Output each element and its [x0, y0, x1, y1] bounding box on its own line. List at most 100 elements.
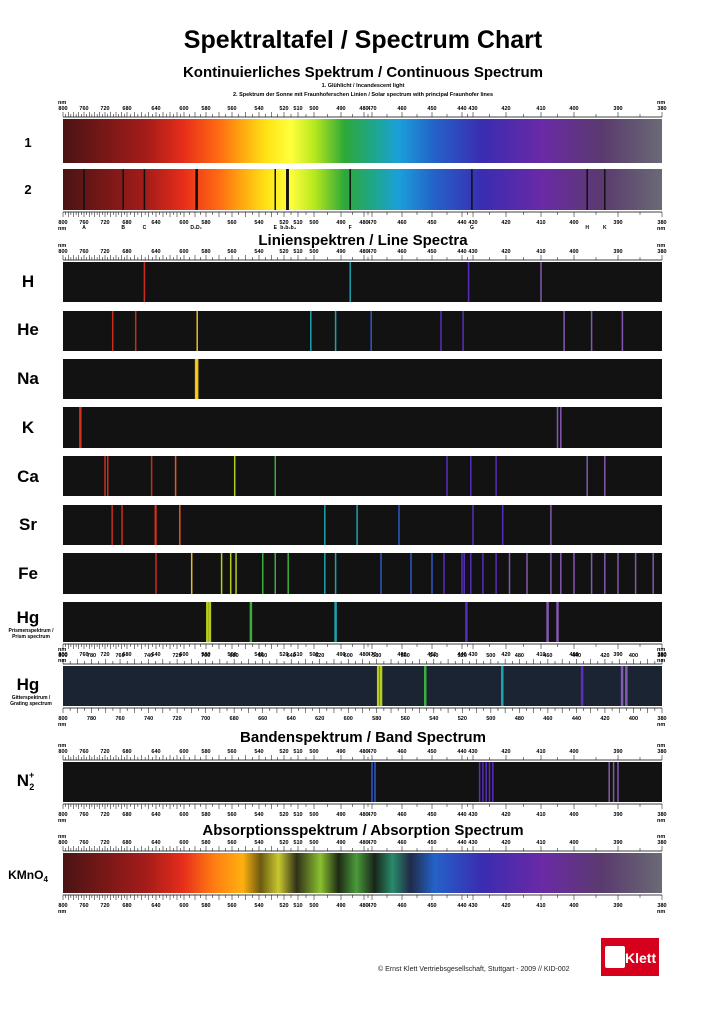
scale-bottom-grating-tick-label: 560	[401, 716, 410, 722]
scale-bottom-continuous-tick-label: 580	[201, 220, 210, 226]
scale-top-grating-tick-label: 620	[315, 653, 324, 659]
scale-top-band-tick-label: 380	[657, 749, 666, 755]
scale-top-continuous-tick-label: 400	[569, 106, 578, 112]
scale-top-continuous-tick-label: 440	[457, 106, 466, 112]
scale-bottom-continuous-tick-label: 760	[79, 220, 88, 226]
scale-bottom-absorption-tick-label: 410	[536, 903, 545, 909]
scale-top-grating-tick-label: 380	[657, 653, 666, 659]
scale-bottom-continuous-tick-label: 440	[457, 220, 466, 226]
scale-top-lines-tick-label: 420	[501, 249, 510, 255]
scale-top-continuous-tick-label: 480	[359, 106, 368, 112]
scale-bottom-continuous-tick-label: 680	[122, 220, 131, 226]
scale-bottom-lines-tick-label: 720	[100, 652, 109, 658]
scale-top-grating-tick-label: 560	[401, 653, 410, 659]
scale-top-absorption-tick-label: 440	[457, 840, 466, 846]
scale-top-band-tick-label: 560	[227, 749, 236, 755]
scale-bottom-band-tick-label: 760	[79, 812, 88, 818]
scale-top-grating-unit-left: nm	[58, 647, 66, 653]
scale-bottom-grating-tick-label: 420	[600, 716, 609, 722]
scale-top-grating-unit-right: nm	[657, 647, 665, 653]
scale-top-absorption-tick-label: 500	[309, 840, 318, 846]
scale-top-band-tick-label: 390	[613, 749, 622, 755]
scale-bottom-grating-tick-label: 700	[201, 716, 210, 722]
scale-bottom-lines-tick-label: 580	[201, 652, 210, 658]
panel-Na	[63, 359, 662, 399]
scale-bottom-lines-tick-label: 510	[293, 652, 302, 658]
fraunhofer-letter: K	[603, 225, 607, 231]
scale-top-band-tick-label: 580	[201, 749, 210, 755]
scale-top-band-tick-label: 500	[309, 749, 318, 755]
scale-top-lines-tick-label: 450	[427, 249, 436, 255]
scale-bottom-continuous-unit-left: nm	[58, 226, 66, 232]
scale-bottom-lines-tick-label: 560	[227, 652, 236, 658]
scale-top-band-tick-label: 470	[367, 749, 376, 755]
prism-note-de: Prismenspektrum /	[8, 628, 54, 634]
fraunhofer-letter: E	[274, 225, 278, 231]
scale-bottom-lines-tick-label: 520	[279, 652, 288, 658]
scale-bottom-absorption-tick-label: 720	[100, 903, 109, 909]
fraunhofer-letter: C	[143, 225, 147, 231]
scale-bottom-grating-tick-label: 380	[657, 716, 666, 722]
scale-bottom-grating-tick-label: 640	[287, 716, 296, 722]
scale-bottom-lines-tick-label: 380	[657, 652, 666, 658]
scale-bottom-lines-tick-label: 760	[79, 652, 88, 658]
scale-top-absorption-unit-right: nm	[657, 834, 665, 840]
scale-top-continuous-tick-label: 680	[122, 106, 131, 112]
label-Hg-grating: Hg	[16, 675, 40, 694]
panel-Fe	[63, 553, 662, 594]
scale-top-continuous-tick-label: 760	[79, 106, 88, 112]
scale-top-continuous-tick-label: 500	[309, 106, 318, 112]
label-Na: Na	[17, 369, 39, 388]
scale-bottom-absorption-tick-label: 560	[227, 903, 236, 909]
scale-top-grating-tick-label: 460	[543, 653, 552, 659]
scale-bottom-band-tick-label: 640	[151, 812, 160, 818]
scale-bottom-absorption-tick-label: 510	[293, 903, 302, 909]
scale-top-absorption-tick-label: 580	[201, 840, 210, 846]
scale-top-continuous-tick-label: 450	[427, 106, 436, 112]
scale-bottom-continuous-tick-label: 600	[179, 220, 188, 226]
emission-lines	[79, 262, 654, 802]
scale-bottom-absorption-unit-right: nm	[657, 909, 665, 915]
scale-top-absorption-unit-left: nm	[58, 834, 66, 840]
scale-bottom-band-tick-label: 390	[613, 812, 622, 818]
scale-bottom-lines-tick-label: 500	[309, 652, 318, 658]
scale-bottom-continuous-tick-label: 510	[293, 220, 302, 226]
scale-bottom-absorption-tick-label: 380	[657, 903, 666, 909]
scale-top-absorption-tick-label: 600	[179, 840, 188, 846]
scale-bottom-grating-tick-label: 500	[486, 716, 495, 722]
klett-logo: Klett	[601, 938, 659, 976]
scale-top-absorption-tick-label: 560	[227, 840, 236, 846]
scale-bottom-band-unit-right: nm	[657, 818, 665, 824]
scale-bottom-lines-tick-label: 400	[569, 652, 578, 658]
scale-top-absorption-tick-label: 420	[501, 840, 510, 846]
scale-bottom-grating-tick-label: 740	[144, 716, 153, 722]
scale-top-absorption-tick-label: 760	[79, 840, 88, 846]
scale-bottom-lines-tick-label: 460	[397, 652, 406, 658]
panel-H	[63, 262, 662, 302]
scale-bottom-continuous-tick-label: 470	[367, 220, 376, 226]
scale-top-absorption-tick-label: 680	[122, 840, 131, 846]
scale-top-absorption-tick-label: 490	[336, 840, 345, 846]
panel-Ca	[63, 456, 662, 496]
scale-top-grating-tick-label: 640	[287, 653, 296, 659]
label-K: K	[21, 418, 35, 437]
scale-top-absorption-tick-label: 470	[367, 840, 376, 846]
scale-bottom-continuous-unit-right: nm	[657, 226, 665, 232]
scale-bottom-absorption-tick-label: 400	[569, 903, 578, 909]
scale-bottom-grating-tick-label: 780	[87, 716, 96, 722]
scale-top-band-tick-label: 640	[151, 749, 160, 755]
scale-bottom-lines-tick-label: 410	[536, 652, 545, 658]
grating-note-de: Gitterspektrum /	[11, 695, 51, 701]
scale-top-grating-tick-label: 740	[144, 653, 153, 659]
caption-incandescent: 1. Glühlicht / Incandescent light	[321, 83, 405, 89]
section-title-band: Bandenspektrum / Band Spectrum	[240, 729, 486, 746]
scale-top-continuous-tick-label: 470	[367, 106, 376, 112]
scale-top-continuous-tick-label: 380	[657, 106, 666, 112]
scale-top-lines-tick-label: 720	[100, 249, 109, 255]
scale-top-continuous-tick-label: 540	[254, 106, 263, 112]
scale-bottom-lines-tick-label: 440	[457, 652, 466, 658]
label-Hg-prism: Hg	[16, 608, 40, 627]
scale-bottom-band-tick-label: 450	[427, 812, 436, 818]
scale-bottom-lines-unit-right: nm	[657, 658, 665, 664]
scale-top-grating-tick-label: 500	[486, 653, 495, 659]
